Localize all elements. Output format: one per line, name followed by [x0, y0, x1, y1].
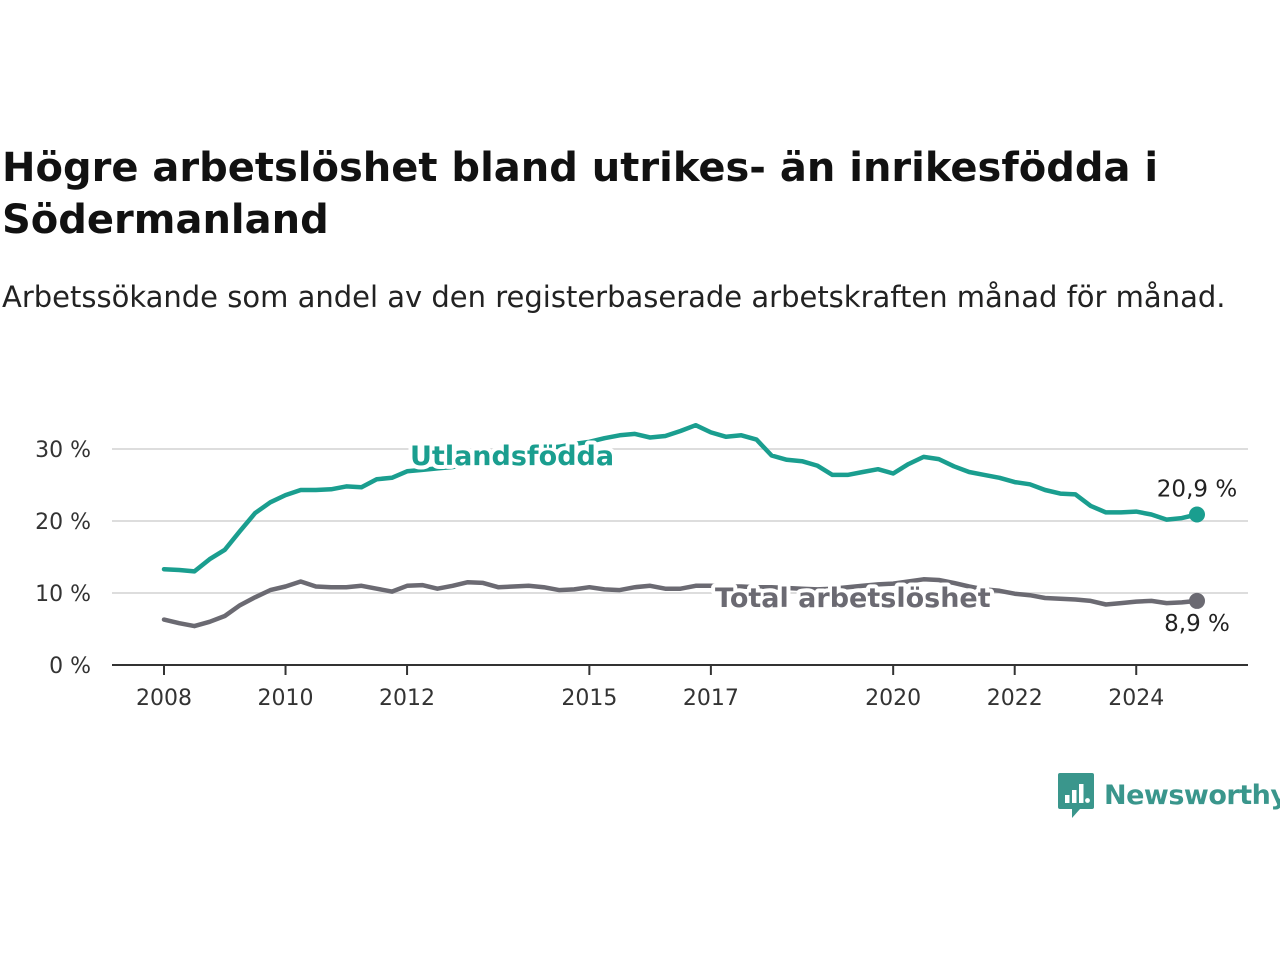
logo-text: Newsworthy — [1104, 780, 1280, 811]
chart-subtitle: Arbetssökande som andel av den registerb… — [2, 280, 1226, 314]
series-line — [161, 422, 1200, 574]
x-tick-label: 2010 — [258, 686, 314, 711]
series-lines — [161, 422, 1200, 629]
series-end-value-label: 8,9 % — [1164, 611, 1230, 637]
x-axis: 2008 2010 2012 2015 2017 2020 2022 2024 — [112, 664, 1248, 711]
gridlines — [112, 448, 1248, 594]
chart-title: Högre arbetslöshet bland utrikes- än inr… — [2, 145, 1159, 243]
series-end-value-label: 20,9 % — [1157, 477, 1237, 503]
newsworthy-logo-icon — [1058, 773, 1094, 818]
y-tick-label: 0 % — [49, 654, 91, 679]
x-tick-label: 2020 — [865, 686, 921, 711]
x-tick-label: 2022 — [987, 686, 1043, 711]
series-labels: Utlandsfödda 20,9 % Total arbetslöshet 8,9 … — [406, 437, 1237, 637]
y-tick-label: 30 % — [35, 438, 91, 463]
x-tick-label: 2017 — [683, 686, 739, 711]
x-tick-label: 2012 — [379, 686, 435, 711]
series-end-dot — [1189, 592, 1205, 609]
series-name-label: Utlandsfödda — [410, 441, 614, 472]
series-end-dot — [1189, 506, 1205, 523]
series-line — [161, 577, 1200, 629]
y-axis-tick-labels: 0 % 10 % 20 % 30 % — [35, 438, 91, 679]
series-name-label: Total arbetslöshet — [715, 583, 991, 614]
x-tick-label: 2008 — [136, 686, 192, 711]
x-tick-label: 2024 — [1108, 686, 1164, 711]
x-tick-label: 2015 — [561, 686, 617, 711]
y-tick-label: 10 % — [35, 582, 91, 607]
y-tick-label: 20 % — [35, 510, 91, 535]
newsworthy-logo[interactable]: Newsworthy — [1058, 773, 1280, 819]
